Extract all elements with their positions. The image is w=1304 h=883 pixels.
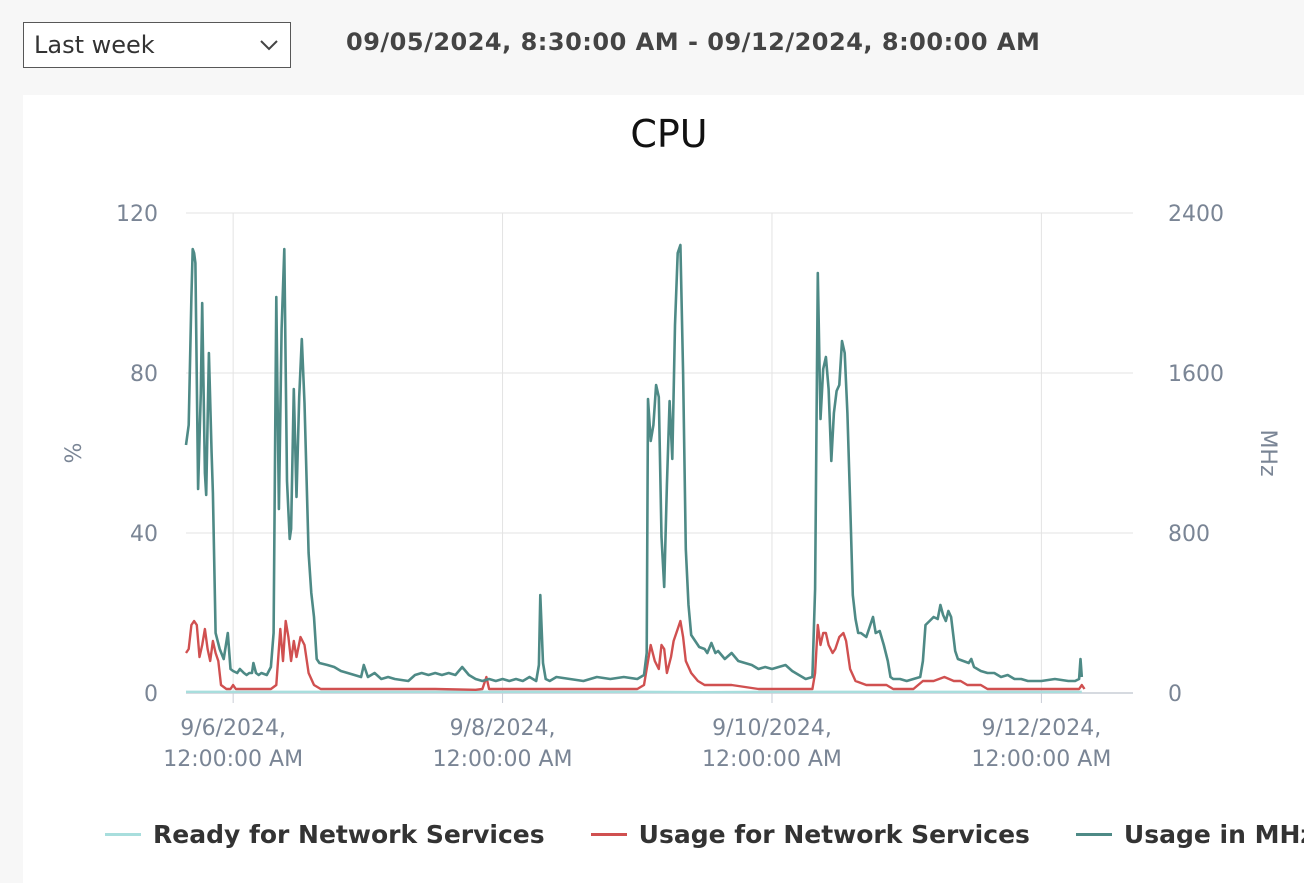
- chevron-down-icon: [260, 40, 278, 51]
- y2-tick-label: 1600: [1168, 362, 1224, 387]
- x-tick-label: 9/8/2024,: [450, 716, 556, 741]
- y-tick-label: 80: [130, 362, 158, 387]
- x-tick-label: 12:00:00 AM: [702, 747, 842, 772]
- y2-tick-label: 800: [1168, 522, 1210, 547]
- y2-tick-label: 2400: [1168, 202, 1224, 227]
- y-tick-label: 120: [116, 202, 158, 227]
- legend-label-usage-mhz: Usage in MHz: [1123, 820, 1304, 849]
- time-range-label: 09/05/2024, 8:30:00 AM - 09/12/2024, 8:0…: [346, 28, 1041, 56]
- legend-item-usage-pct[interactable]: Usage for Network Services: [590, 820, 1030, 849]
- legend-label-usage-pct: Usage for Network Services: [638, 820, 1030, 849]
- chart-legend: Ready for Network Services Usage for Net…: [105, 820, 1304, 849]
- y2-axis-title: MHz: [1255, 429, 1280, 476]
- legend-swatch-ready: [105, 833, 141, 836]
- x-tick-label: 9/10/2024,: [712, 716, 832, 741]
- y-tick-label: 0: [144, 682, 158, 707]
- x-tick-label: 9/12/2024,: [981, 716, 1101, 741]
- time-range-select[interactable]: Last week: [23, 22, 291, 68]
- x-tick-label: 12:00:00 AM: [163, 747, 303, 772]
- legend-item-ready[interactable]: Ready for Network Services: [105, 820, 545, 849]
- x-tick-label: 9/6/2024,: [180, 716, 286, 741]
- legend-item-usage-mhz[interactable]: Usage in MHz: [1075, 820, 1304, 849]
- x-tick-label: 12:00:00 AM: [971, 747, 1111, 772]
- cpu-chart: CPU 0 0 40 800 80 1600 120 2400 9/6/2024, 12:00:00…: [62, 112, 1280, 772]
- y-tick-label: 40: [130, 522, 158, 547]
- legend-label-ready: Ready for Network Services: [153, 820, 545, 849]
- chart-title: CPU: [630, 112, 707, 156]
- legend-swatch-usage-pct: [590, 833, 627, 836]
- series-line-usage-mhz: [184, 243, 1084, 683]
- series-line-usage-pct: [185, 619, 1086, 691]
- chart-card: CPU 0 0 40 800 80 1600 120 2400 9/6/2024, 12:00:00…: [23, 95, 1304, 883]
- time-range-select-value: Last week: [34, 31, 155, 59]
- legend-swatch-usage-mhz: [1075, 833, 1112, 836]
- y2-tick-label: 0: [1168, 682, 1182, 707]
- y-axis-title: %: [62, 443, 87, 464]
- x-tick-label: 12:00:00 AM: [433, 747, 573, 772]
